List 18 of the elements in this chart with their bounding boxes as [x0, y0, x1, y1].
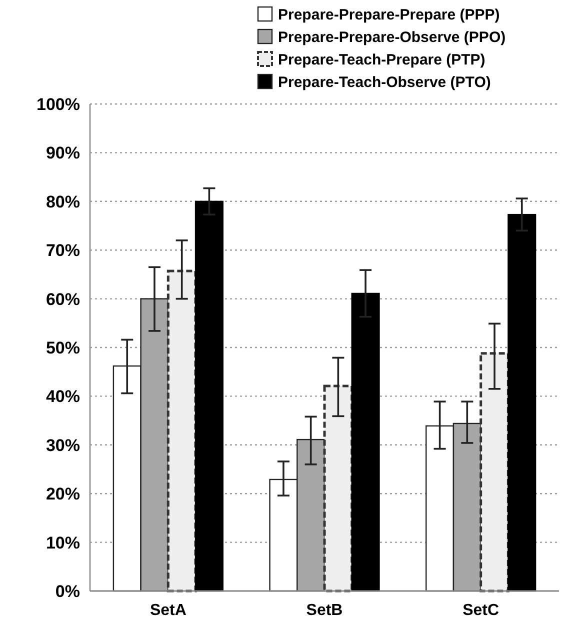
legend-label: Prepare-Teach-Observe (PTO) — [278, 74, 491, 91]
y-tick-label: 80% — [46, 192, 80, 212]
y-tick-label: 0% — [55, 582, 80, 601]
x-tick-label: SetB — [306, 602, 343, 619]
y-tick-label: 30% — [46, 436, 80, 455]
y-tick-label: 70% — [46, 241, 80, 260]
x-tick-label: SetA — [150, 602, 187, 619]
y-tick-label: 10% — [46, 533, 80, 552]
y-tick-label: 50% — [46, 338, 80, 358]
x-tick-label: SetC — [462, 602, 500, 619]
legend-label: Prepare-Teach-Prepare (PTP) — [278, 51, 486, 68]
y-tick-label: 90% — [46, 144, 80, 163]
y-tick-label: 20% — [46, 484, 80, 504]
legend-label: Prepare-Prepare-Observe (PPO) — [278, 28, 506, 46]
y-tick-label: 40% — [46, 387, 80, 406]
y-tick-label: 60% — [46, 290, 80, 309]
y-tick-label: 100% — [36, 94, 80, 114]
legend-label: Prepare-Prepare-Prepare (PPP) — [278, 6, 500, 24]
